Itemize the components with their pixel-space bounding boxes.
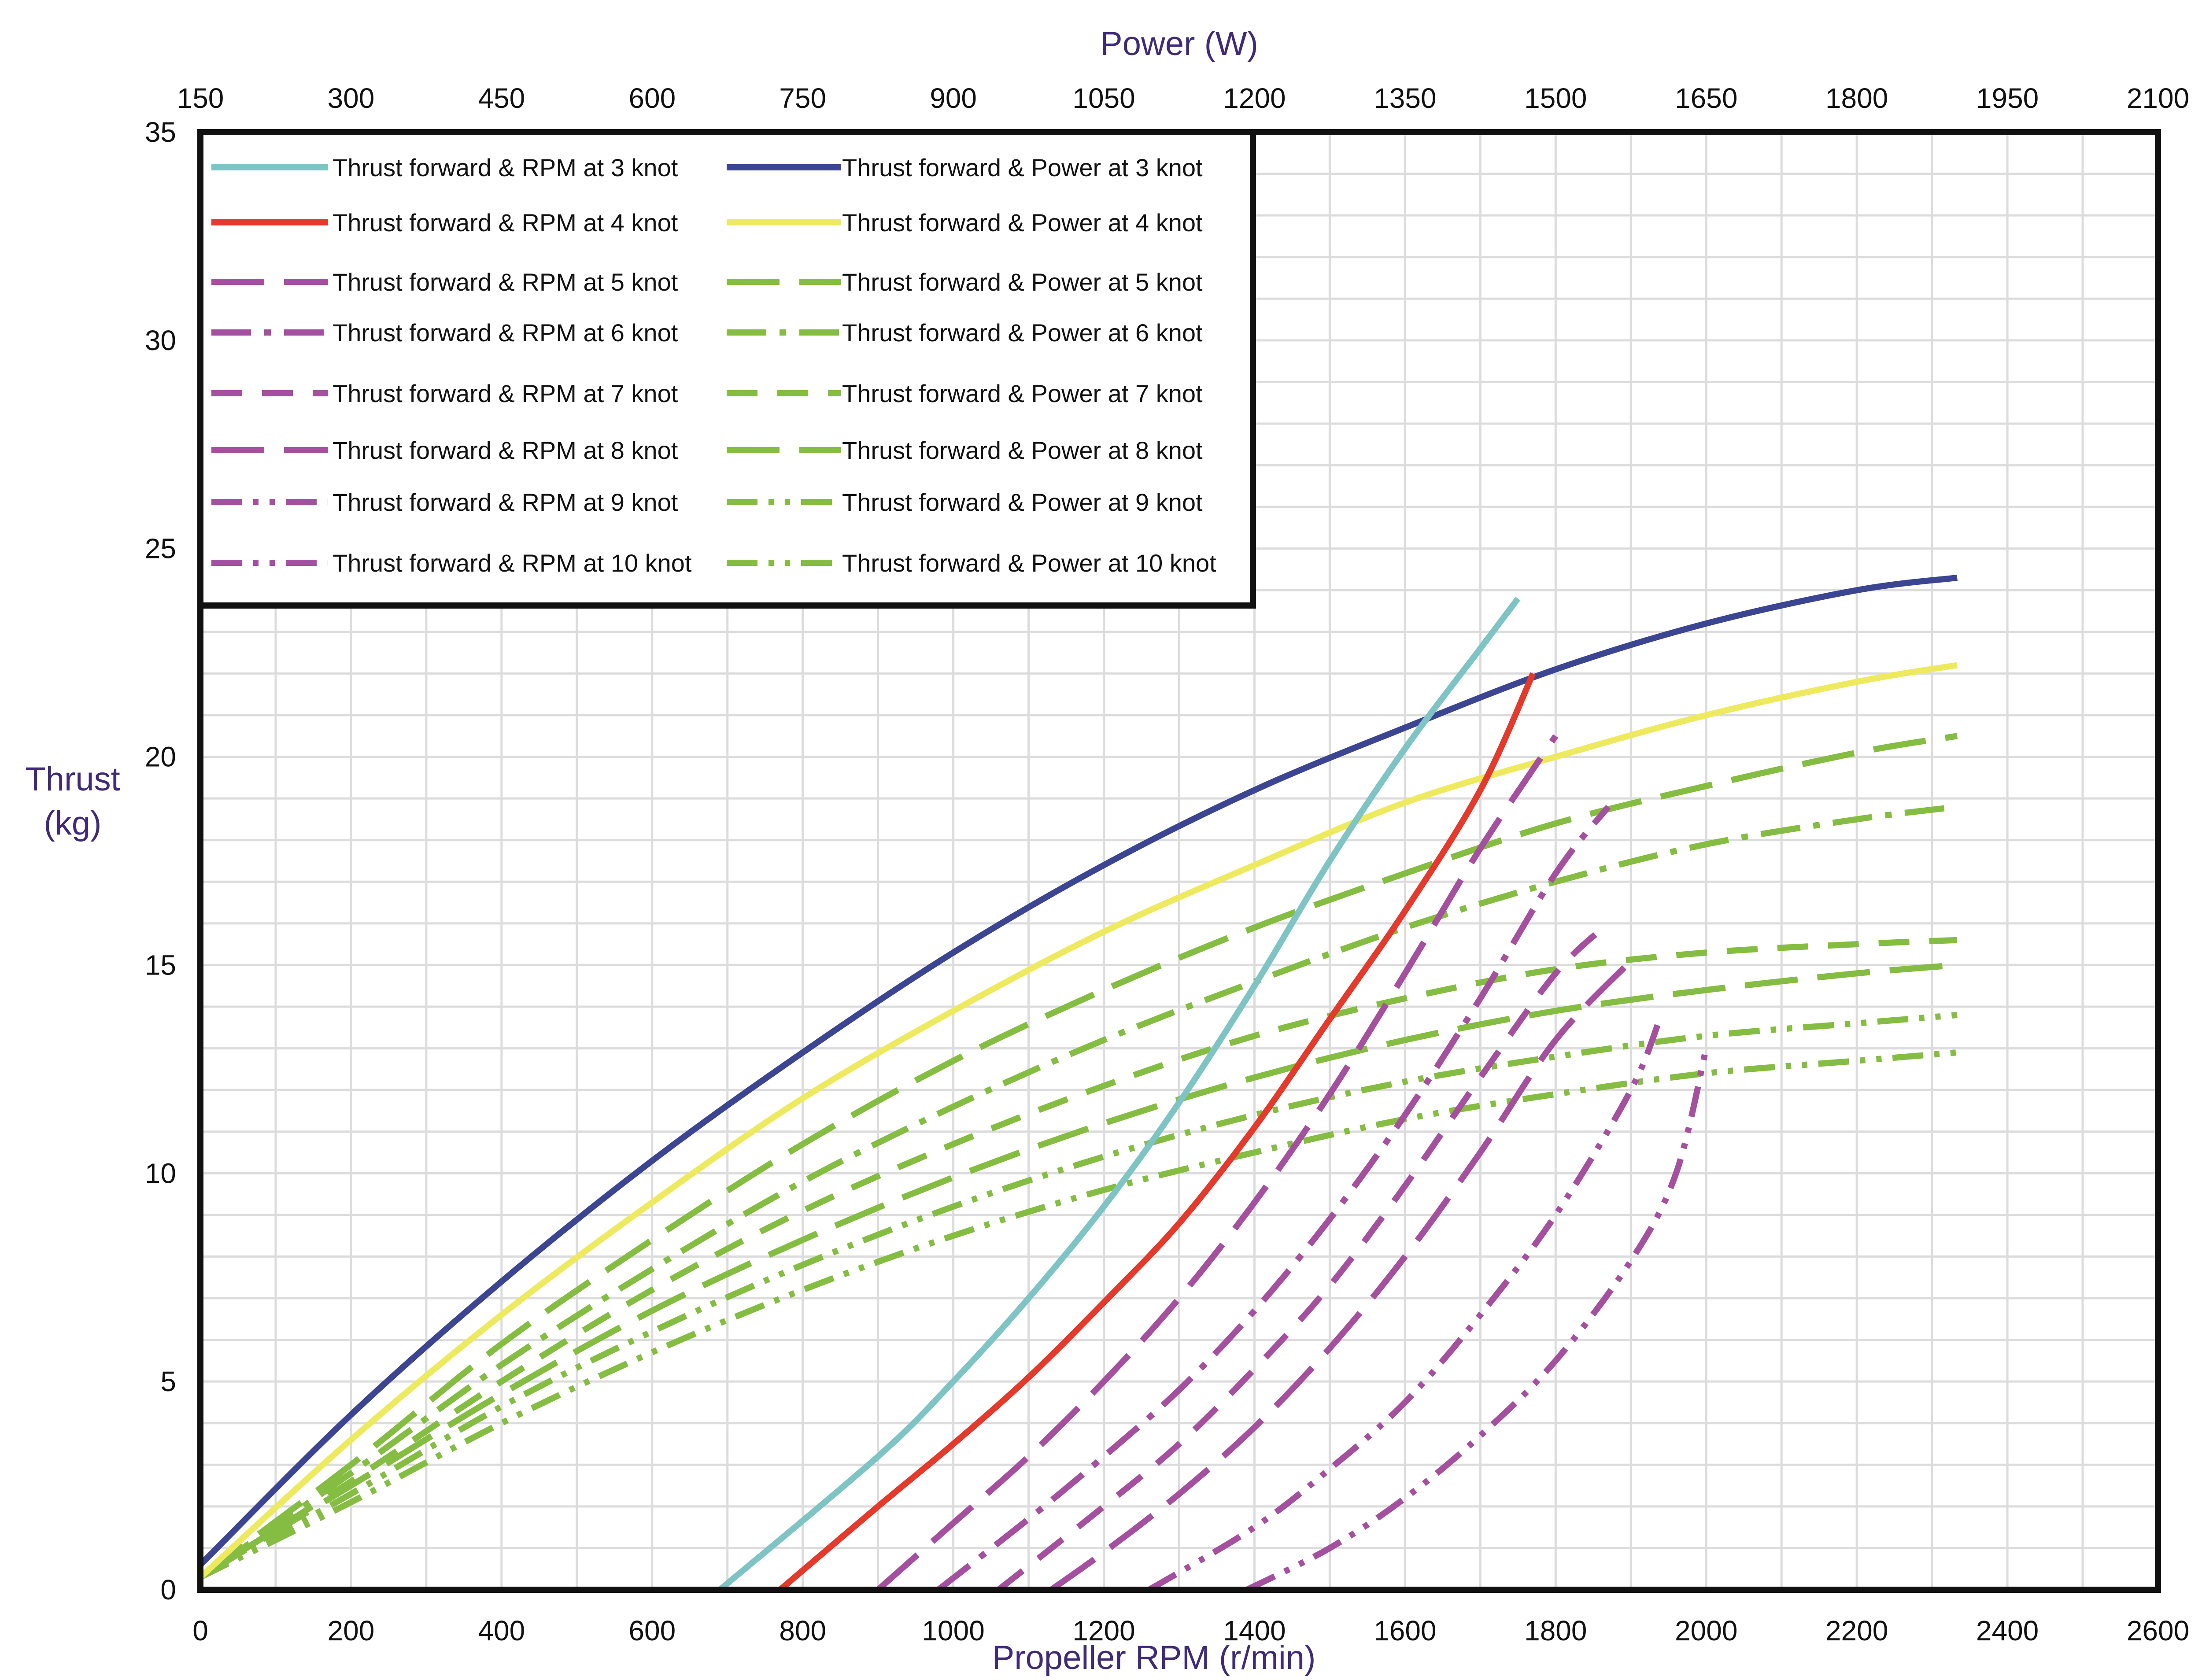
legend-label-rpm: Thrust forward & RPM at 10 knot <box>333 549 692 577</box>
x-tick-label: 1000 <box>922 1615 984 1647</box>
top-tick-label: 150 <box>177 82 224 114</box>
legend-label-rpm: Thrust forward & RPM at 4 knot <box>333 209 678 236</box>
top-tick-label: 450 <box>478 82 525 114</box>
legend-label-power: Thrust forward & Power at 7 knot <box>842 380 1203 407</box>
series-line-power-8-knot <box>199 962 1958 1580</box>
y-tick-label: 5 <box>160 1366 176 1397</box>
legend-label-rpm: Thrust forward & RPM at 8 knot <box>333 436 678 464</box>
y-tick-label: 35 <box>145 116 176 148</box>
top-tick-label: 1650 <box>1675 82 1737 114</box>
top-tick-label: 1950 <box>1976 82 2039 114</box>
series-line-rpm-3-knot <box>718 596 1521 1592</box>
top-tick-label: 900 <box>930 82 977 114</box>
x-tick-label: 1200 <box>1072 1615 1135 1647</box>
legend-label-rpm: Thrust forward & RPM at 9 knot <box>333 488 678 516</box>
y-axis-title-line2: (kg) <box>44 805 102 842</box>
series-group <box>198 574 1958 1593</box>
series-line-power-4-knot <box>198 662 1958 1580</box>
y-axis-title-line1: Thrust <box>25 761 120 798</box>
legend-label-power: Thrust forward & Power at 3 knot <box>842 154 1203 181</box>
legend-label-power: Thrust forward & Power at 8 knot <box>842 436 1203 464</box>
x-tick-label: 600 <box>628 1615 676 1647</box>
series-line-power-10-knot <box>199 1049 1958 1580</box>
series-line-power-5-knot <box>198 733 1958 1580</box>
legend: Thrust forward & RPM at 3 knot Thrust for… <box>197 129 1256 609</box>
x-tick-label: 2200 <box>1825 1615 1888 1647</box>
top-tick-label: 1350 <box>1374 82 1436 114</box>
series-line-power-6-knot <box>199 804 1958 1580</box>
legend-label-rpm: Thrust forward & RPM at 7 knot <box>333 380 678 407</box>
legend-label-power: Thrust forward & Power at 9 knot <box>842 488 1203 516</box>
y-tick-label: 30 <box>145 325 176 356</box>
top-axis-title: Power (W) <box>1100 25 1258 63</box>
x-tick-label: 1800 <box>1524 1615 1587 1647</box>
top-tick-label: 1200 <box>1223 82 1286 114</box>
legend-label-rpm: Thrust forward & RPM at 3 knot <box>333 154 678 181</box>
x-tick-label: 200 <box>328 1615 375 1647</box>
x-tick-label: 1600 <box>1374 1615 1436 1647</box>
legend-label-power: Thrust forward & Power at 4 knot <box>842 209 1203 236</box>
x-tick-label: 1400 <box>1223 1615 1286 1647</box>
series-line-rpm-10-knot <box>1245 1047 1710 1593</box>
top-tick-label: 750 <box>779 82 826 114</box>
x-tick-label: 2600 <box>2127 1615 2189 1647</box>
x-tick-label: 2400 <box>1976 1615 2039 1647</box>
y-tick-label: 10 <box>145 1157 176 1189</box>
top-tick-label: 2100 <box>2127 82 2189 114</box>
series-line-power-7-knot <box>199 937 1958 1580</box>
legend-label-rpm: Thrust forward & RPM at 6 knot <box>333 319 678 347</box>
y-tick-label: 15 <box>145 949 176 981</box>
series-line-rpm-9-knot <box>1147 1014 1664 1593</box>
legend-label-power: Thrust forward & Power at 6 knot <box>842 319 1203 347</box>
top-tick-label: 1050 <box>1072 82 1135 114</box>
series-line-rpm-4-knot <box>778 672 1536 1592</box>
x-tick-label: 400 <box>478 1615 525 1647</box>
series-line-rpm-8-knot <box>1049 959 1633 1592</box>
series-line-power-3-knot <box>198 574 1958 1567</box>
y-tick-label: 0 <box>160 1574 176 1606</box>
top-tick-label: 300 <box>328 82 375 114</box>
tick-labels: 0 200 400 600 800 1000 1200 1400 1600 1800 2000 220… <box>145 82 2189 1647</box>
top-tick-label: 1800 <box>1825 82 1888 114</box>
x-tick-label: 2000 <box>1675 1615 1737 1647</box>
series-line-rpm-7-knot <box>996 921 1611 1592</box>
series-line-rpm-5-knot <box>876 734 1559 1592</box>
top-tick-label: 1500 <box>1524 82 1587 114</box>
y-tick-label: 20 <box>145 741 176 773</box>
series-line-rpm-6-knot <box>936 805 1611 1592</box>
x-tick-label: 800 <box>779 1615 826 1647</box>
legend-label-rpm: Thrust forward & RPM at 5 knot <box>333 268 678 296</box>
y-tick-label: 25 <box>145 533 176 565</box>
legend-box <box>197 129 1256 609</box>
bottom-axis-title: Propeller RPM (r/min) <box>992 1639 1316 1676</box>
legend-label-power: Thrust forward & Power at 5 knot <box>842 268 1203 296</box>
legend-label-power: Thrust forward & Power at 10 knot <box>842 549 1216 577</box>
top-tick-label: 600 <box>628 82 676 114</box>
x-tick-label: 0 <box>192 1615 208 1647</box>
series-line-power-9-knot <box>199 1012 1958 1580</box>
